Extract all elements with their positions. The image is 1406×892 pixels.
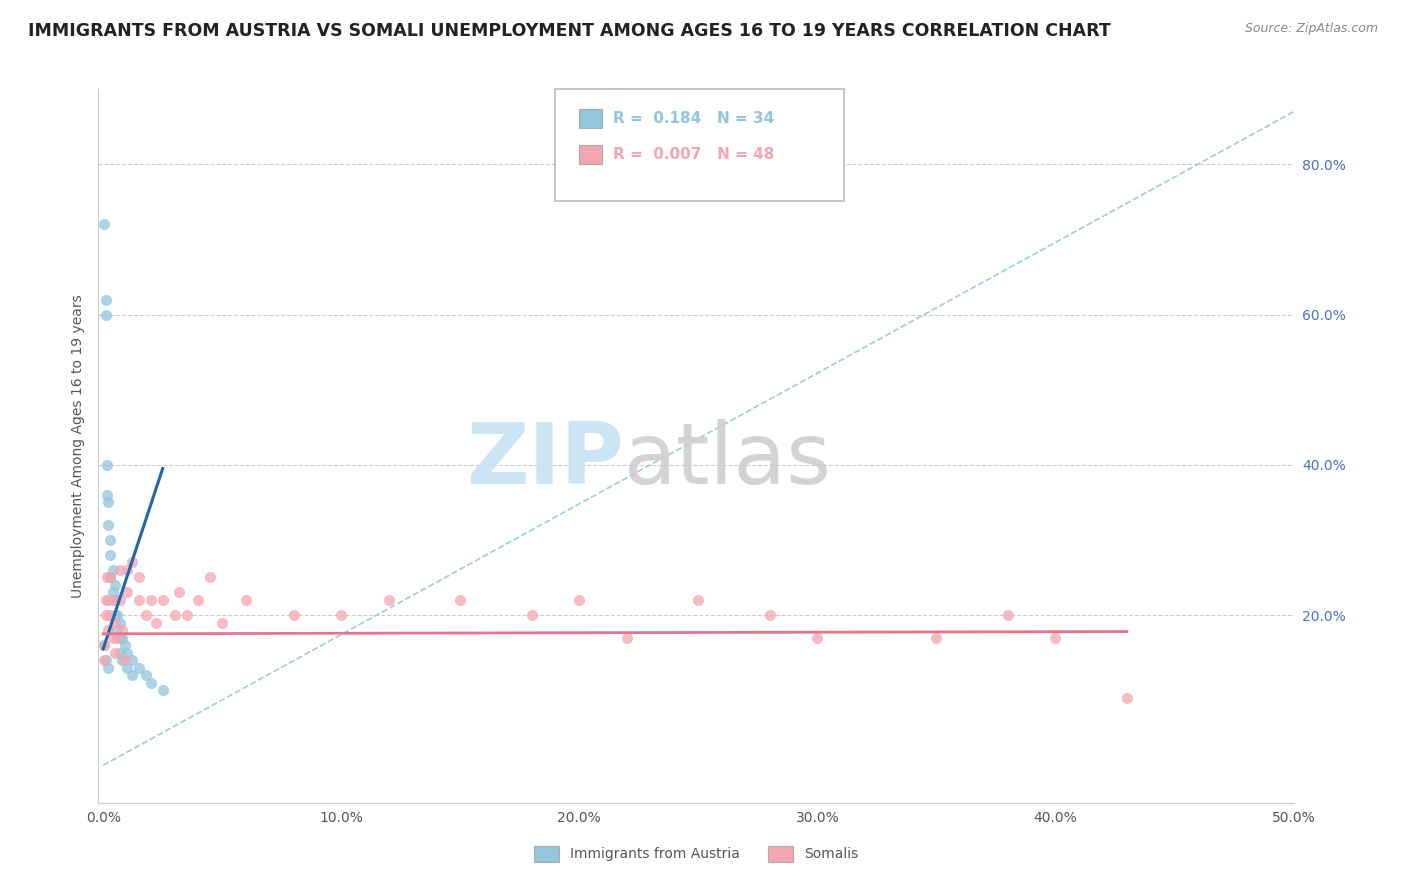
- Point: [93, 218, 115, 232]
- Point: [211, 615, 233, 630]
- Point: [163, 607, 186, 622]
- Point: [283, 607, 305, 622]
- Point: [96, 488, 118, 502]
- Point: [111, 653, 134, 667]
- Point: [378, 593, 401, 607]
- Point: [1115, 690, 1137, 705]
- Point: [758, 607, 780, 622]
- Point: [568, 593, 591, 607]
- Point: [135, 668, 157, 682]
- Point: [108, 593, 131, 607]
- Text: IMMIGRANTS FROM AUSTRIA VS SOMALI UNEMPLOYMENT AMONG AGES 16 TO 19 YEARS CORRELA: IMMIGRANTS FROM AUSTRIA VS SOMALI UNEMPL…: [28, 22, 1111, 40]
- Point: [449, 593, 471, 607]
- Point: [187, 593, 209, 607]
- Point: [616, 631, 638, 645]
- Point: [114, 638, 136, 652]
- Point: [114, 653, 136, 667]
- Point: [104, 646, 127, 660]
- Text: atlas: atlas: [624, 418, 832, 502]
- Point: [152, 683, 174, 698]
- Point: [94, 293, 117, 307]
- Point: [688, 593, 710, 607]
- Point: [121, 653, 143, 667]
- Point: [94, 653, 117, 667]
- Legend: Immigrants from Austria, Somalis: Immigrants from Austria, Somalis: [529, 840, 863, 867]
- Point: [104, 593, 127, 607]
- Point: [145, 615, 167, 630]
- Point: [997, 607, 1019, 622]
- Point: [97, 623, 120, 637]
- Point: [107, 607, 129, 622]
- Point: [98, 570, 121, 584]
- Point: [121, 556, 143, 570]
- Point: [94, 593, 117, 607]
- Point: [98, 607, 121, 622]
- Point: [104, 615, 127, 630]
- Point: [93, 638, 115, 652]
- Point: [115, 660, 138, 674]
- Point: [135, 607, 157, 622]
- Point: [169, 585, 191, 599]
- Y-axis label: Unemployment Among Ages 16 to 19 years: Unemployment Among Ages 16 to 19 years: [70, 294, 84, 598]
- Point: [101, 593, 124, 607]
- Text: R =  0.184   N = 34: R = 0.184 N = 34: [613, 112, 775, 126]
- Point: [97, 517, 120, 532]
- Point: [94, 308, 117, 322]
- Point: [101, 631, 124, 645]
- Point: [101, 563, 124, 577]
- Point: [925, 631, 948, 645]
- Point: [115, 563, 138, 577]
- Point: [107, 631, 129, 645]
- Point: [200, 570, 222, 584]
- Point: [97, 593, 120, 607]
- Text: Source: ZipAtlas.com: Source: ZipAtlas.com: [1244, 22, 1378, 36]
- Point: [139, 593, 162, 607]
- Point: [108, 615, 131, 630]
- Point: [97, 495, 120, 509]
- Point: [93, 653, 115, 667]
- Point: [176, 607, 198, 622]
- Point: [111, 623, 134, 637]
- Point: [520, 607, 543, 622]
- Point: [115, 646, 138, 660]
- Point: [115, 585, 138, 599]
- Point: [128, 570, 150, 584]
- Point: [98, 533, 121, 547]
- Point: [128, 593, 150, 607]
- Point: [806, 631, 828, 645]
- Point: [111, 631, 134, 645]
- Point: [108, 646, 131, 660]
- Point: [98, 570, 121, 584]
- Point: [101, 585, 124, 599]
- Point: [139, 675, 162, 690]
- Point: [104, 607, 127, 622]
- Point: [108, 563, 131, 577]
- Point: [108, 631, 131, 645]
- Point: [235, 593, 257, 607]
- Point: [152, 593, 174, 607]
- Point: [104, 578, 127, 592]
- Point: [1045, 631, 1067, 645]
- Point: [97, 660, 120, 674]
- Text: ZIP: ZIP: [467, 418, 624, 502]
- Point: [121, 668, 143, 682]
- Point: [94, 607, 117, 622]
- Point: [330, 607, 353, 622]
- Point: [98, 548, 121, 562]
- Point: [93, 638, 115, 652]
- Point: [107, 623, 129, 637]
- Point: [128, 660, 150, 674]
- Point: [96, 570, 118, 584]
- Point: [96, 458, 118, 472]
- Text: R =  0.007   N = 48: R = 0.007 N = 48: [613, 147, 775, 161]
